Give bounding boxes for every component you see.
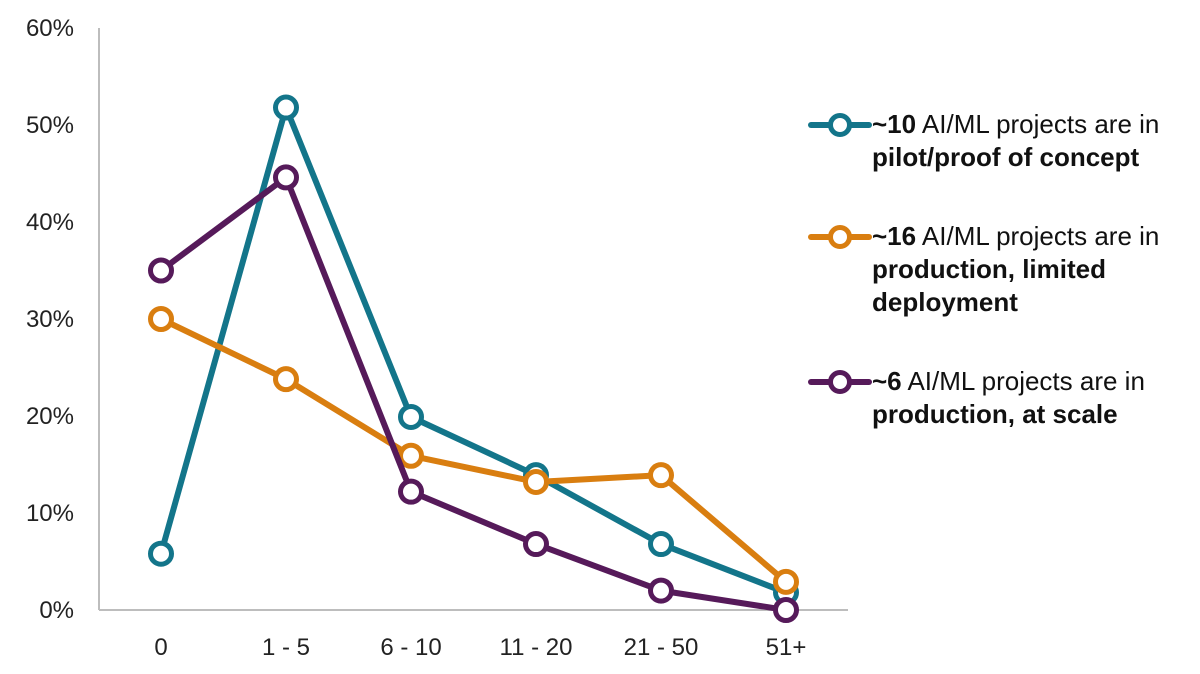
data-point [398, 478, 424, 505]
series-line-3 [158, 174, 789, 613]
legend-marker [828, 370, 852, 394]
y-tick-label: 60% [26, 15, 74, 42]
data-point [398, 403, 424, 430]
y-tick-labels: 0% 10% 20% 30% 40% 50% 60% [26, 15, 74, 624]
x-tick-label: 51+ [766, 634, 807, 661]
data-point [773, 568, 799, 595]
legend-text-part: production, limited deployment [872, 254, 1106, 317]
legend-text-part: AI/ML projects are in [916, 109, 1160, 139]
data-point [398, 442, 424, 469]
legend-item-series-2: ~16 AI/ML projects are in production, li… [808, 220, 1200, 319]
data-point [148, 257, 174, 284]
legend-text-part: pilot/proof of concept [872, 142, 1140, 172]
y-tick-label: 0% [39, 597, 74, 624]
series-3 [148, 164, 799, 623]
series-line-1 [158, 104, 789, 596]
x-tick-label: 11 - 20 [500, 634, 573, 661]
data-point [648, 531, 674, 558]
data-point [648, 577, 674, 604]
legend-text-part: ~6 [872, 366, 902, 396]
data-point [523, 531, 549, 558]
data-point [523, 468, 549, 495]
legend-text-part: AI/ML projects are in [916, 221, 1160, 251]
legend-text-part: ~16 [872, 221, 917, 251]
data-point [773, 597, 799, 623]
series-layer [148, 94, 799, 623]
x-tick-label: 0 [154, 634, 167, 661]
data-point [273, 94, 299, 121]
legend-swatch-series-3 [808, 370, 872, 394]
y-tick-label: 30% [26, 306, 74, 333]
y-tick-label: 50% [26, 112, 74, 139]
y-tick-label: 10% [26, 500, 74, 527]
data-point [148, 306, 174, 332]
legend-text-series-1: ~10 AI/ML projects are in pilot/proof of… [872, 109, 1159, 172]
legend-text-series-2: ~16 AI/ML projects are in production, li… [872, 221, 1159, 317]
legend-item-series-1: ~10 AI/ML projects are in pilot/proof of… [808, 108, 1200, 174]
series-1 [148, 94, 799, 606]
legend-swatch-series-2 [808, 225, 872, 249]
data-point [148, 540, 174, 567]
x-tick-label: 21 - 50 [624, 634, 699, 661]
legend-marker [828, 113, 852, 137]
legend-text-part: AI/ML projects are in [901, 366, 1145, 396]
legend-text-part: production, at scale [872, 399, 1118, 429]
legend: ~10 AI/ML projects are in pilot/proof of… [808, 108, 1200, 431]
y-tick-label: 40% [26, 209, 74, 236]
series-line-2 [158, 316, 789, 585]
data-point [273, 164, 299, 191]
legend-text-part: ~10 [872, 109, 917, 139]
data-point [273, 366, 299, 393]
series-2 [148, 306, 799, 595]
legend-marker [828, 225, 852, 249]
x-tick-label: 6 - 10 [380, 634, 441, 661]
x-tick-labels: 0 1 - 5 6 - 10 11 - 20 21 - 50 51+ [154, 634, 806, 661]
legend-swatch-series-1 [808, 113, 872, 137]
y-tick-label: 20% [26, 403, 74, 430]
data-point [648, 462, 674, 489]
legend-item-series-3: ~6 AI/ML projects are in production, at … [808, 365, 1200, 431]
legend-text-series-3: ~6 AI/ML projects are in production, at … [872, 366, 1145, 429]
x-tick-label: 1 - 5 [262, 634, 310, 661]
